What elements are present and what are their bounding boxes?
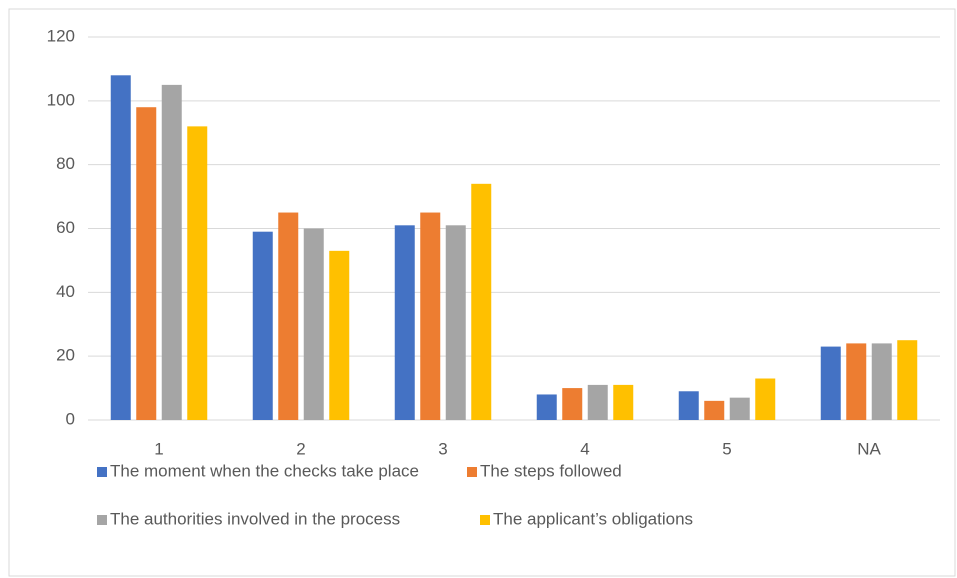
bar (846, 343, 867, 420)
legend-swatch (480, 515, 490, 525)
bar (755, 378, 776, 420)
bar (420, 212, 441, 420)
bar (252, 231, 273, 420)
bar (562, 388, 583, 420)
bar (329, 250, 350, 420)
bar (897, 340, 918, 420)
bar (678, 391, 699, 420)
bar (471, 183, 492, 420)
bar (704, 400, 725, 420)
y-tick-label: 60 (56, 218, 75, 237)
x-tick-label: 1 (154, 439, 163, 458)
x-tick-label: NA (857, 439, 881, 458)
legend-label: The steps followed (480, 461, 622, 480)
bar (394, 225, 415, 420)
y-tick-label: 40 (56, 282, 75, 301)
bar (729, 397, 750, 420)
bar (536, 394, 557, 420)
y-tick-label: 80 (56, 154, 75, 173)
x-tick-label: 5 (722, 439, 731, 458)
y-tick-label: 0 (66, 409, 75, 428)
bar (587, 384, 608, 420)
bar (110, 75, 131, 421)
legend-swatch (467, 467, 477, 477)
bar (445, 225, 466, 420)
bar (613, 384, 634, 420)
bar (187, 126, 208, 420)
bar (278, 212, 299, 420)
legend-label: The applicant’s obligations (493, 509, 693, 528)
legend-label: The moment when the checks take place (110, 461, 419, 480)
legend-swatch (97, 515, 107, 525)
y-tick-label: 120 (47, 26, 75, 45)
y-tick-label: 20 (56, 346, 75, 365)
bar (136, 107, 157, 420)
bar (303, 228, 324, 420)
legend-swatch (97, 467, 107, 477)
x-tick-label: 3 (438, 439, 447, 458)
x-tick-label: 4 (580, 439, 589, 458)
bar (161, 84, 182, 420)
y-tick-label: 100 (47, 90, 75, 109)
legend-label: The authorities involved in the process (110, 509, 400, 528)
chart-frame (8, 8, 956, 577)
x-tick-label: 2 (296, 439, 305, 458)
bar (871, 343, 892, 420)
bar (820, 346, 841, 420)
